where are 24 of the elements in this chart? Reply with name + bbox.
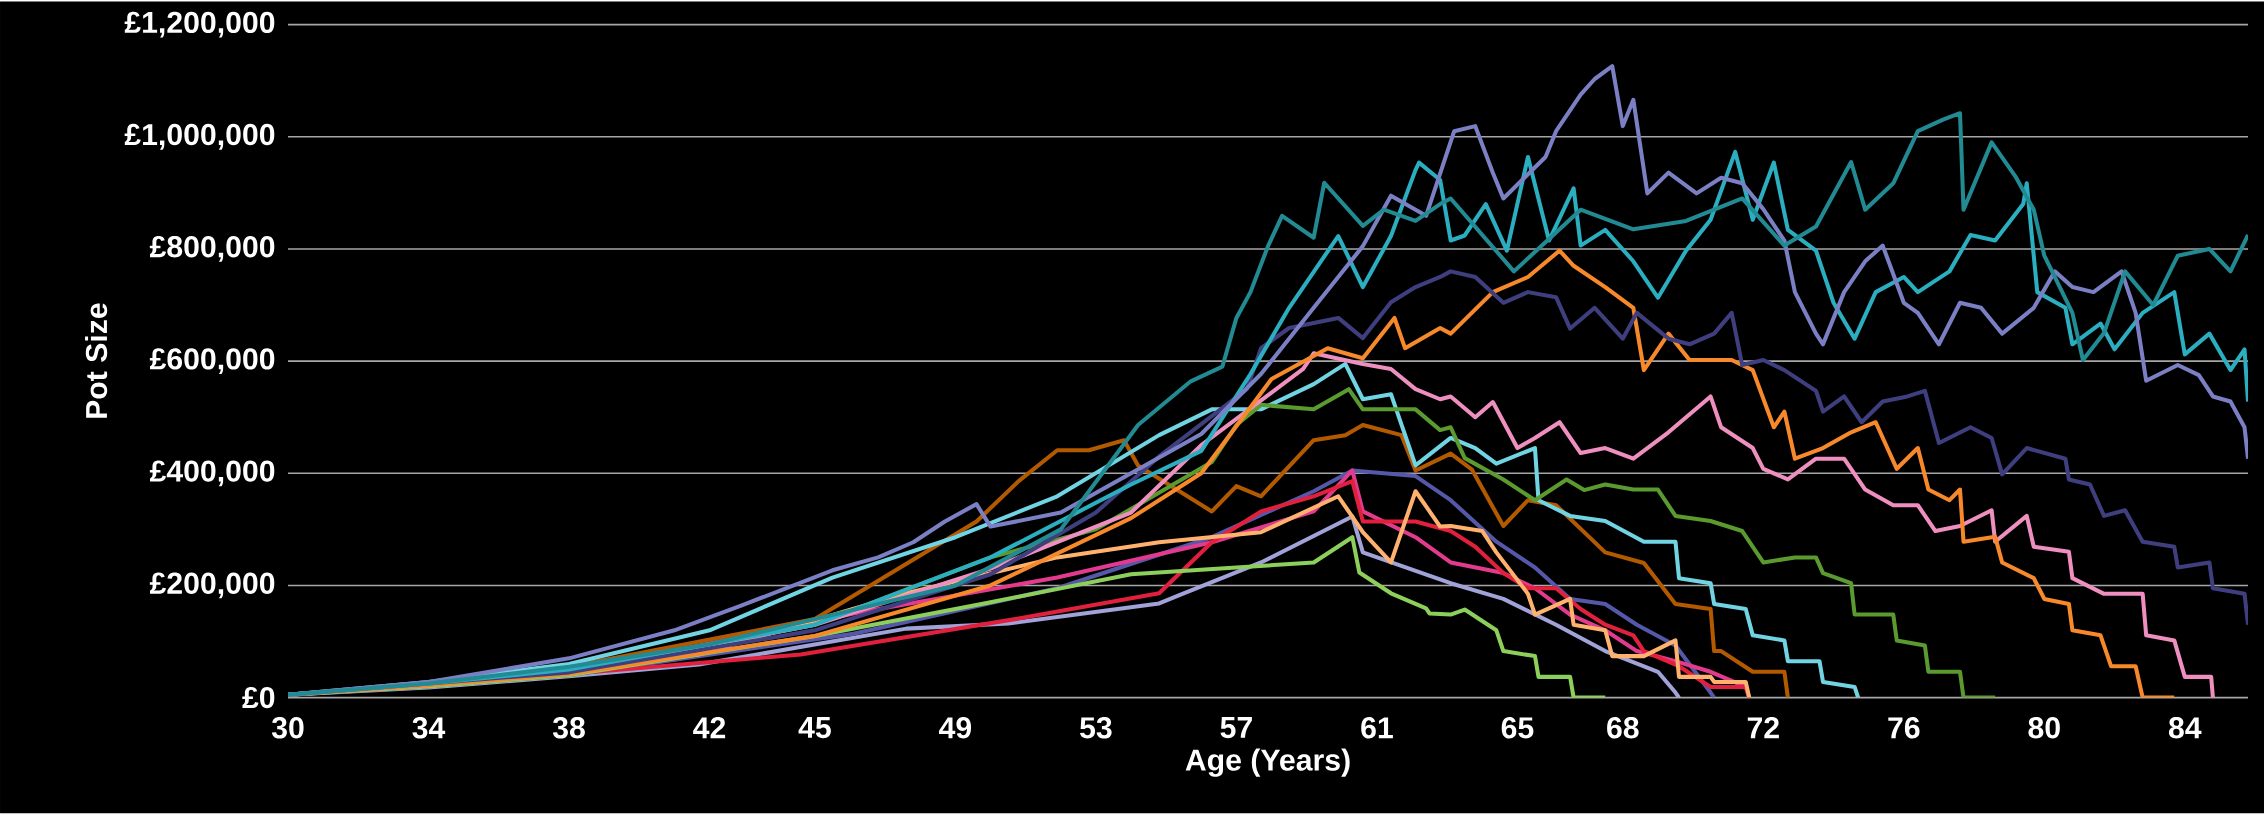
y-tick-label: £600,000: [149, 348, 275, 375]
y-tick-label: £800,000: [149, 236, 275, 263]
x-tick-label: 38: [552, 717, 585, 739]
x-tick-label: 49: [939, 717, 972, 739]
x-tick-label: 34: [412, 717, 446, 739]
x-tick-label: 84: [2168, 717, 2202, 739]
x-tick-label: 72: [1747, 717, 1779, 739]
x-tick-label: 45: [798, 717, 831, 739]
x-axis-title: Age (Years): [1185, 748, 1350, 778]
x-tick-label: 30: [271, 717, 304, 739]
x-tick-label: 57: [1220, 717, 1252, 739]
x-tick-label: 53: [1080, 717, 1112, 739]
x-tick-label: 76: [1888, 717, 1920, 739]
x-tick-label: 42: [693, 717, 726, 739]
x-tick-label: 65: [1501, 717, 1534, 739]
y-axis-title: Pot Size: [85, 303, 108, 419]
x-tick-label: 68: [1607, 717, 1639, 739]
y-tick-label: £1,000,000: [124, 124, 275, 150]
y-tick-label: £1,200,000: [124, 11, 275, 38]
y-tick-label: £200,000: [149, 572, 275, 599]
x-tick-label: 61: [1361, 717, 1393, 739]
y-tick-label: £0: [242, 687, 275, 709]
y-tick-label: £400,000: [149, 460, 275, 487]
x-tick-label: 80: [2028, 717, 2060, 739]
